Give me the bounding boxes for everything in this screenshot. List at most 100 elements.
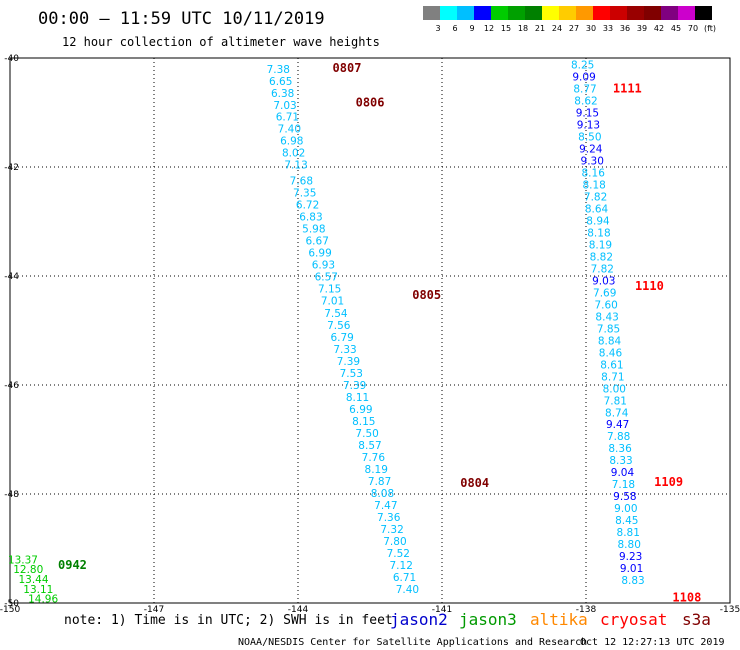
- wave-height-value: 8.36: [608, 443, 632, 455]
- colorbar-label: 70: [688, 24, 698, 33]
- wave-height-value: 7.76: [362, 452, 386, 464]
- wave-height-value: 8.64: [585, 203, 609, 215]
- wave-height-value: 7.47: [374, 500, 397, 512]
- wave-height-value: 8.82: [590, 251, 613, 263]
- wave-height-value: 7.82: [591, 263, 614, 275]
- wave-height-value: 9.23: [619, 551, 642, 563]
- wave-height-value: 8.62: [574, 96, 597, 108]
- wave-height-value: 6.99: [349, 404, 372, 416]
- colorbar-swatch: [525, 6, 542, 20]
- wave-height-value: 7.56: [327, 320, 351, 332]
- wave-height-value: 7.32: [380, 524, 403, 536]
- wave-height-value: 13.37: [8, 554, 38, 566]
- units-note: note: 1) Time is in UTC; 2) SWH is in fe…: [64, 613, 393, 628]
- wave-height-value: 7.69: [593, 287, 616, 299]
- wave-height-value: 7.33: [333, 344, 356, 356]
- wave-height-value: 8.19: [365, 464, 388, 476]
- legend-jason2: jason2: [390, 610, 448, 629]
- wave-height-value: 8.61: [600, 359, 623, 371]
- wave-height-value: 9.58: [613, 491, 636, 503]
- wave-height-value: 7.82: [584, 191, 607, 203]
- wave-height-value: 14.96: [28, 594, 58, 606]
- colorbar-label: 18: [518, 24, 528, 33]
- wave-height-value: 7.50: [355, 428, 378, 440]
- wave-height-value: 8.83: [621, 575, 644, 587]
- x-tick-label: -138: [576, 605, 597, 615]
- colorbar-label: 12: [484, 24, 494, 33]
- colorbar-label: (ft): [704, 24, 716, 33]
- wave-height-value: 6.71: [276, 111, 299, 123]
- wave-height-value: 13.11: [23, 584, 53, 596]
- page-title: 00:00 – 11:59 UTC 10/11/2019: [38, 9, 325, 29]
- wave-height-value: 9.30: [581, 155, 604, 167]
- wave-height-value: 9.01: [620, 563, 643, 575]
- wave-height-value: 6.99: [308, 248, 331, 260]
- footer-credit: NOAA/NESDIS Center for Satellite Applica…: [238, 637, 587, 648]
- colorbar-label: 36: [620, 24, 630, 33]
- wave-height-value: 9.15: [576, 108, 599, 120]
- wave-height-value: 7.85: [597, 323, 620, 335]
- wave-height-value: 9.00: [614, 503, 637, 515]
- wave-height-value: 6.57: [315, 272, 338, 284]
- colorbar-label: 24: [552, 24, 562, 33]
- colorbar-swatch: [644, 6, 661, 20]
- data-points: 7.386.656.387.036.717.406.988.027.137.68…: [8, 60, 645, 606]
- grid: [9, 57, 731, 604]
- colorbar-swatch: [627, 6, 644, 20]
- wave-height-value: 8.33: [609, 455, 632, 467]
- wave-height-value: 8.00: [603, 383, 626, 395]
- wave-height-value: 9.03: [592, 275, 615, 287]
- wave-height-value: 7.13: [284, 159, 307, 171]
- wave-height-value: 6.98: [280, 135, 303, 147]
- wave-height-value: 8.02: [282, 147, 305, 159]
- wave-height-value: 6.65: [269, 76, 292, 88]
- y-tick-label: -48: [4, 490, 19, 500]
- colorbar-label: 33: [603, 24, 613, 33]
- y-tick-label: -40: [4, 54, 19, 64]
- colorbar-swatch: [542, 6, 559, 20]
- wave-height-value: 8.18: [587, 227, 610, 239]
- wave-height-value: 7.01: [321, 296, 344, 308]
- wave-height-value: 7.40: [396, 584, 419, 596]
- footer-timestamp: Oct 12 12:27:13 UTC 2019: [580, 637, 725, 648]
- wave-height-value: 8.16: [582, 167, 606, 179]
- wave-height-value: 8.45: [615, 515, 638, 527]
- colorbar-swatch: [576, 6, 593, 20]
- colorbar-swatch: [593, 6, 610, 20]
- pass-time-label: 0804: [460, 476, 489, 490]
- colorbar-swatch: [508, 6, 525, 20]
- wave-height-value: 9.24: [579, 143, 603, 155]
- x-tick-label: -141: [432, 605, 452, 615]
- wave-height-value: 6.71: [393, 572, 416, 584]
- wave-height-value: 6.93: [312, 260, 335, 272]
- wave-height-value: 7.68: [290, 176, 313, 188]
- colorbar: 3 6 9 12 15 18 21 24 27 30 33 36 39 42 45 70 (ft): [423, 6, 716, 33]
- colorbar-label: 30: [586, 24, 596, 33]
- pass-time-label: 0806: [356, 96, 385, 110]
- wave-height-value: 7.54: [324, 308, 348, 320]
- colorbar-swatch: [695, 6, 712, 20]
- colorbar-label: 42: [654, 24, 664, 33]
- colorbar-swatch: [474, 6, 491, 20]
- colorbar-swatch: [559, 6, 576, 20]
- colorbar-swatch: [423, 6, 440, 20]
- pass-time-labels: 0807 0806 0805 0804 1111 1110 1109 1108 0942: [58, 61, 701, 605]
- wave-height-value: 6.38: [271, 88, 294, 100]
- colorbar-swatch: [440, 6, 457, 20]
- wave-height-value: 6.67: [306, 236, 329, 248]
- satellite-legend: jason2 jason3 altika cryosat s3a: [390, 610, 711, 629]
- colorbar-label: 27: [569, 24, 579, 33]
- x-tick-label: -147: [144, 605, 164, 615]
- wave-height-value: 8.46: [599, 347, 623, 359]
- pass-time-label: 0805: [412, 288, 441, 302]
- wave-height-value: 8.94: [586, 215, 610, 227]
- wave-height-value: 5.98: [302, 224, 325, 236]
- wave-height-value: 9.09: [572, 72, 595, 84]
- wave-height-value: 7.53: [340, 368, 363, 380]
- wave-height-value: 8.25: [571, 60, 594, 72]
- legend-cryosat: cryosat: [600, 610, 667, 629]
- y-tick-label: -50: [4, 599, 19, 609]
- wave-height-value: 12.80: [13, 564, 43, 576]
- wave-height-value: 8.11: [346, 392, 369, 404]
- wave-height-value: 7.18: [612, 479, 635, 491]
